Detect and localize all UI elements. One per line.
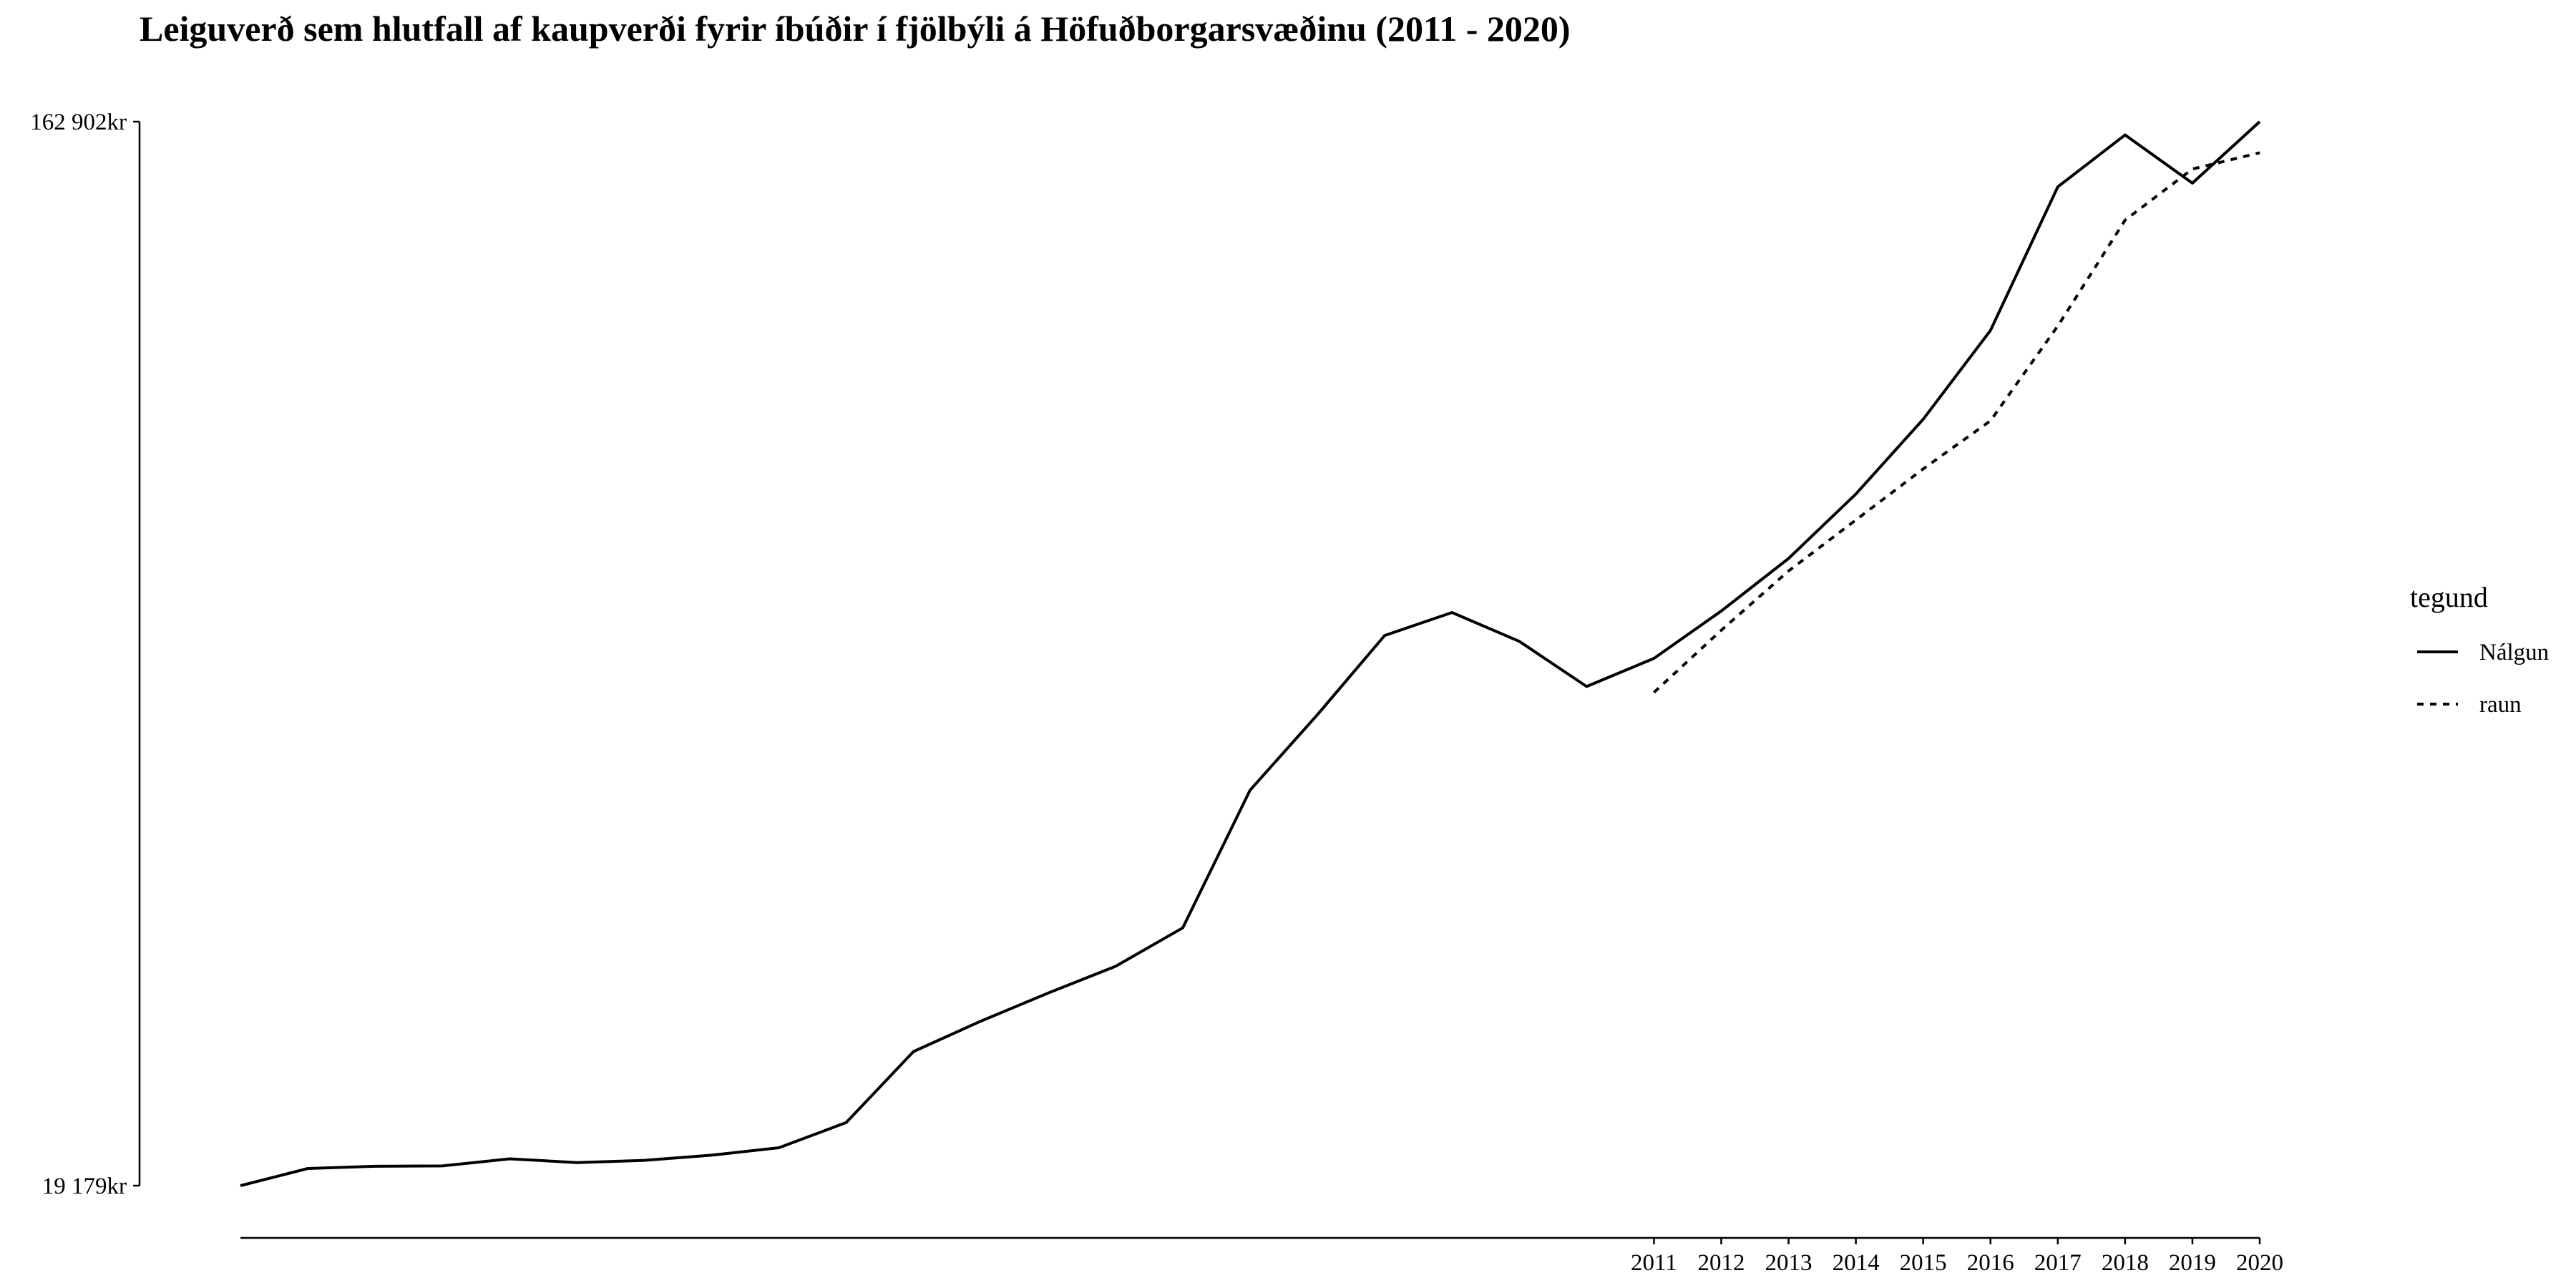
- legend-label: raun: [2479, 692, 2522, 718]
- x-tick-label: 2014: [1833, 1250, 1880, 1276]
- series-line-raun: [1653, 151, 2260, 694]
- y-axis: 19 179kr 162 902kr: [30, 109, 141, 1199]
- x-tick-label: 2015: [1900, 1250, 1947, 1276]
- legend-title: tegund: [2410, 581, 2488, 613]
- legend-label: Nálgun: [2479, 640, 2549, 665]
- series-line-nálgun: [240, 120, 2261, 1187]
- chart-title: Leiguverð sem hlutfall af kaupverði fyri…: [140, 9, 1571, 49]
- x-tick-label: 2013: [1765, 1250, 1813, 1276]
- x-tick-label: 2018: [2102, 1250, 2149, 1276]
- y-tick-label: 162 902kr: [30, 109, 127, 135]
- x-tick-label: 2017: [2034, 1250, 2082, 1276]
- legend: tegund Nálgun raun: [2410, 581, 2549, 718]
- series-layer: [240, 120, 2261, 1187]
- x-tick-label: 2011: [1631, 1250, 1677, 1276]
- y-tick-label: 19 179kr: [42, 1174, 127, 1199]
- x-tick-label: 2019: [2169, 1250, 2216, 1276]
- x-tick-label: 2016: [1967, 1250, 2014, 1276]
- x-tick-label: 2020: [2236, 1250, 2283, 1276]
- x-tick-label: 2012: [1697, 1250, 1745, 1276]
- x-axis: 2011 2012 2013 2014 2015 2016 2017 2018 2019 2020: [240, 1236, 2283, 1276]
